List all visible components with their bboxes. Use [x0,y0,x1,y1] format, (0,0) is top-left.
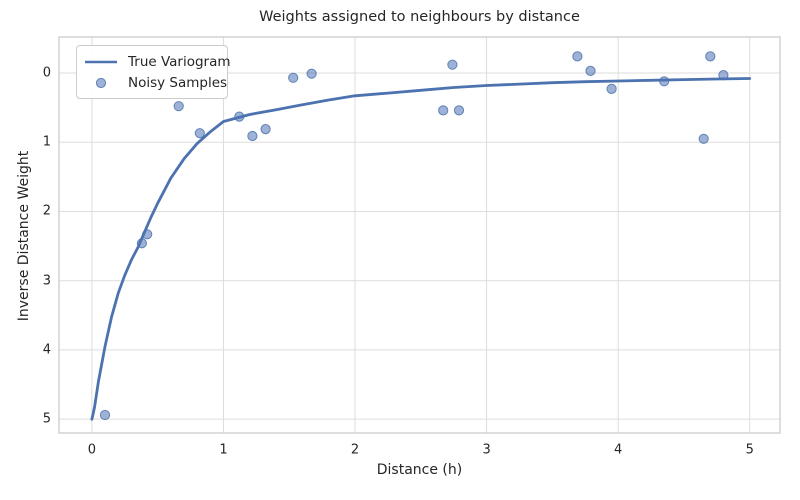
x-tick-label: 3 [482,442,491,458]
y-tick-label: 4 [42,342,51,358]
axes-spines [58,36,781,434]
scatter-point [718,70,729,81]
y-tick-label: 3 [42,273,51,289]
legend-label: True Variogram [128,53,231,70]
scatter-point [247,130,258,142]
legend-marker-sample-icon [95,77,107,88]
y-tick-label: 2 [42,203,51,219]
legend-label: Noisy Samples [128,74,228,91]
scatter-point [585,65,596,77]
scatter-point [572,51,583,62]
scatter-point [194,128,205,139]
x-axis-label: Distance (h) [376,462,463,478]
scatter-point [447,59,458,70]
scatter-point [234,111,245,122]
scatter-point [606,83,617,95]
y-tick-label: 0 [42,65,51,81]
x-tick-label: 4 [614,442,623,458]
x-tick-label: 5 [745,442,754,458]
x-tick-label: 0 [87,442,97,458]
scatter-point [698,133,709,144]
legend: True Variogram Noisy Samples [76,45,231,99]
x-tick-label: 2 [350,442,360,458]
y-tick-label: 1 [42,134,51,150]
legend-entry-true-variogram: True Variogram [83,51,231,72]
legend-entry-noisy-samples: Noisy Samples [83,72,227,93]
scatter-point [173,101,184,112]
scatter-point [438,105,449,116]
scatter-point [136,238,147,249]
scatter-point [705,51,716,62]
scatter-point [99,409,111,421]
scatter-point [306,68,317,79]
x-tick-label: 1 [219,442,228,458]
chart-title: Weights assigned to neighbours by distan… [259,9,580,25]
scatter-point [453,105,465,116]
scatter-point [288,72,299,83]
scatter-point [659,76,670,87]
scatter-point [142,229,153,240]
y-tick-label: 5 [42,411,51,427]
y-axis-label: Inverse Distance Weight [16,150,32,322]
legend-line-sample-icon [85,60,117,63]
scatter-point [260,124,271,135]
